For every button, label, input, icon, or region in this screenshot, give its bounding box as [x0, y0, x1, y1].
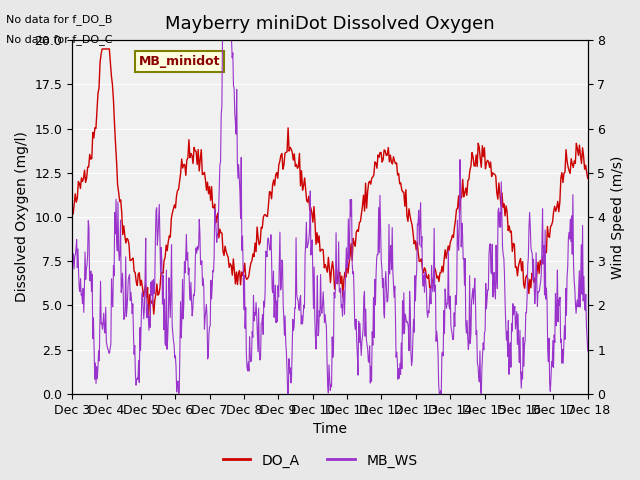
Text: No data for f_DO_C: No data for f_DO_C [6, 34, 113, 45]
MB_WS [584, 348, 591, 354]
MB_WS [219, 37, 227, 43]
Y-axis label: Dissolved Oxygen (mg/l): Dissolved Oxygen (mg/l) [15, 132, 29, 302]
MB_WS [175, 391, 182, 397]
DO_A [318, 246, 326, 252]
MB_WS [383, 284, 390, 290]
Text: MB_minidot: MB_minidot [139, 55, 221, 68]
DO_A [316, 233, 323, 239]
DO_A [573, 146, 581, 152]
DO_A [99, 46, 106, 52]
Line: DO_A: DO_A [72, 49, 588, 318]
DO_A [584, 176, 591, 181]
MB_WS [398, 366, 406, 372]
MB_WS [68, 296, 76, 302]
MB_WS [369, 342, 377, 348]
Line: MB_WS: MB_WS [72, 40, 588, 394]
MB_WS [513, 342, 521, 348]
Legend: DO_A, MB_WS: DO_A, MB_WS [217, 448, 423, 473]
DO_A [349, 236, 357, 241]
DO_A [493, 190, 500, 195]
MB_WS [100, 310, 108, 316]
Title: Mayberry miniDot Dissolved Oxygen: Mayberry miniDot Dissolved Oxygen [165, 15, 495, 33]
X-axis label: Time: Time [313, 422, 347, 436]
DO_A [68, 211, 76, 216]
Y-axis label: Wind Speed (m/s): Wind Speed (m/s) [611, 156, 625, 279]
DO_A [377, 150, 385, 156]
DO_A [145, 315, 152, 321]
Text: No data for f_DO_B: No data for f_DO_B [6, 14, 113, 25]
MB_WS [461, 282, 468, 288]
